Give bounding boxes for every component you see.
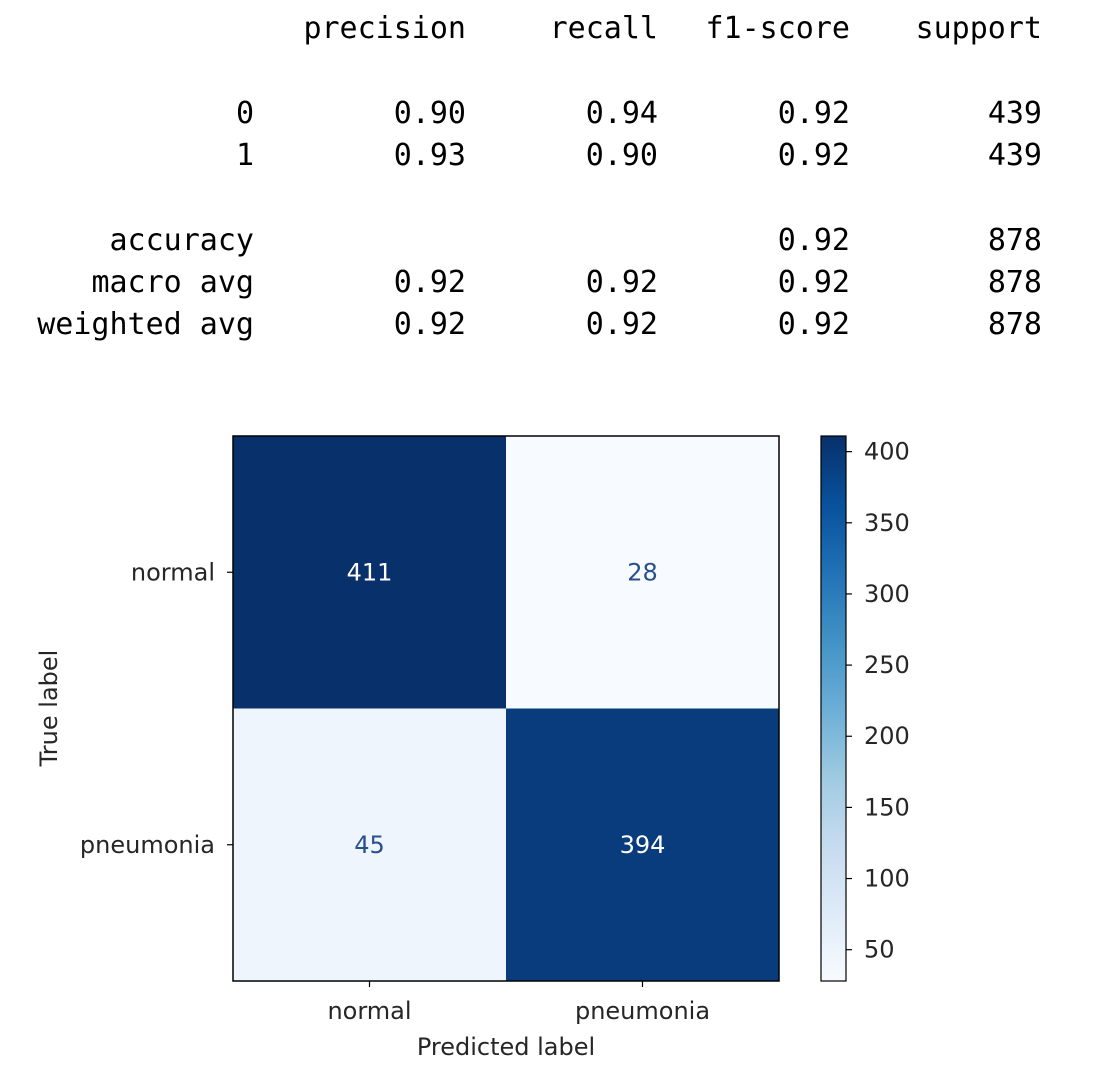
row-label: macro avg (91, 265, 254, 300)
heatmap-cell (506, 436, 780, 709)
colorbar-tick-label: 250 (864, 651, 910, 679)
heatmap-cell (506, 708, 780, 982)
colorbar-tick-label: 350 (864, 509, 910, 537)
report-row-weighted-avg: weighted avg 0.92 0.92 0.92 878 (0, 304, 1119, 346)
classification-report: precision recall f1-score support 0 0.90… (0, 0, 1119, 360)
row-support: 439 (987, 138, 1042, 173)
row-label: accuracy (109, 223, 255, 258)
colorbar-ticks: 50 100 150 200 250 300 350 400 (846, 438, 910, 964)
x-axis-ticks: normal pneumonia (327, 981, 710, 1025)
cell-value-label: 411 (347, 558, 393, 586)
row-support: 878 (987, 307, 1042, 342)
row-recall: 0.92 (585, 265, 658, 300)
row-precision: 0.90 (393, 96, 466, 131)
report-row-class-0: 0 0.90 0.94 0.92 439 (0, 93, 1119, 135)
row-label: weighted avg (37, 307, 254, 342)
row-recall: 0.94 (585, 96, 658, 131)
header-precision: precision (303, 11, 466, 46)
x-tick-label: pneumonia (575, 997, 710, 1025)
heatmap-cells (233, 436, 780, 982)
row-recall: 0.92 (585, 307, 658, 342)
y-tick-label: normal (131, 558, 215, 586)
report-row-class-1: 1 0.93 0.90 0.92 439 (0, 135, 1119, 177)
confusion-matrix-chart: 411 28 45 394 normal pneumonia normal pneumon… (35, 435, 910, 1061)
x-axis-label: Predicted label (417, 1033, 595, 1061)
x-tick-label: normal (327, 997, 411, 1025)
cell-value-label: 45 (354, 831, 385, 859)
colorbar-tick-label: 50 (864, 936, 895, 964)
row-precision: 0.92 (393, 307, 466, 342)
y-tick-label: pneumonia (80, 831, 215, 859)
cell-value-label: 394 (620, 831, 666, 859)
row-precision: 0.92 (393, 265, 466, 300)
row-label: 0 (235, 96, 254, 131)
colorbar-tick-label: 100 (864, 865, 910, 893)
row-f1: 0.92 (777, 96, 850, 131)
header-f1-score: f1-score (705, 11, 851, 46)
y-axis-ticks: normal pneumonia (80, 558, 233, 859)
row-f1: 0.92 (777, 265, 850, 300)
colorbar-tick-label: 300 (864, 580, 910, 608)
row-recall: 0.90 (585, 138, 658, 173)
header-recall: recall (549, 11, 658, 46)
plot-frame (232, 435, 780, 982)
colorbar-tick-label: 150 (864, 793, 910, 821)
colorbar (821, 436, 846, 981)
heatmap-cell (233, 436, 507, 709)
report-row-accuracy: accuracy 0.92 878 (0, 220, 1119, 262)
row-support: 439 (987, 96, 1042, 131)
header-support: support (915, 11, 1042, 46)
row-support: 878 (987, 265, 1042, 300)
row-support: 878 (987, 223, 1042, 258)
colorbar-tick-label: 400 (864, 438, 910, 466)
row-label: 1 (235, 138, 254, 173)
heatmap-cell-labels: 411 28 45 394 (347, 558, 666, 859)
report-row-macro-avg: macro avg 0.92 0.92 0.92 878 (0, 262, 1119, 304)
row-f1: 0.92 (777, 138, 850, 173)
cell-value-label: 28 (627, 558, 658, 586)
row-f1: 0.92 (777, 223, 850, 258)
colorbar-tick-label: 200 (864, 722, 910, 750)
colorbar-frame (820, 435, 847, 982)
report-header-row: precision recall f1-score support (0, 8, 1119, 50)
heatmap-cell (233, 708, 507, 982)
row-f1: 0.92 (777, 307, 850, 342)
row-precision: 0.93 (393, 138, 466, 173)
y-axis-label: True label (35, 650, 63, 768)
